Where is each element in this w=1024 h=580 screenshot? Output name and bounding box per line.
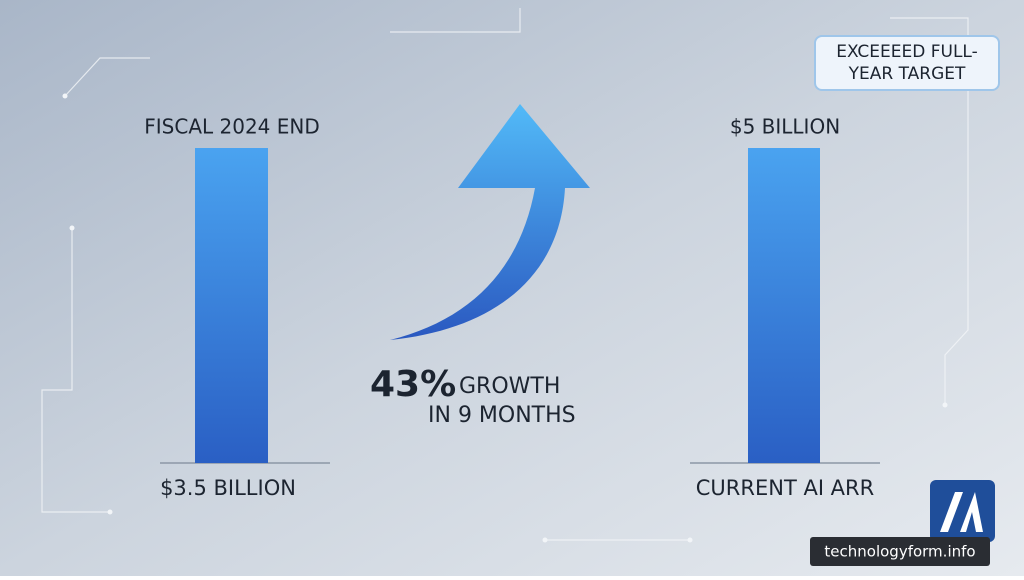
badge	[814, 35, 1000, 91]
watermark-box	[810, 537, 990, 566]
watermark: technologyform.info	[824, 543, 975, 561]
decor-dots	[62, 93, 948, 543]
label: FISCAL 2024 END	[144, 115, 320, 139]
badge-text: EXCEEEED FULL-	[836, 42, 977, 62]
label: CURRENT AI ARR	[696, 476, 874, 500]
badge-text: YEAR TARGET	[848, 64, 966, 84]
growth-percent: 43%	[370, 364, 456, 405]
bar	[748, 148, 820, 463]
bar	[195, 148, 268, 463]
logo-mark	[940, 492, 983, 532]
growth-text: IN 9 MONTHS	[428, 403, 576, 428]
label: $5 BILLION	[730, 115, 840, 139]
growth-arrow	[390, 104, 590, 340]
label: $3.5 BILLION	[160, 476, 296, 500]
growth-text: GROWTH	[459, 374, 560, 399]
decor-lines	[41, 8, 969, 541]
logo	[930, 480, 995, 542]
